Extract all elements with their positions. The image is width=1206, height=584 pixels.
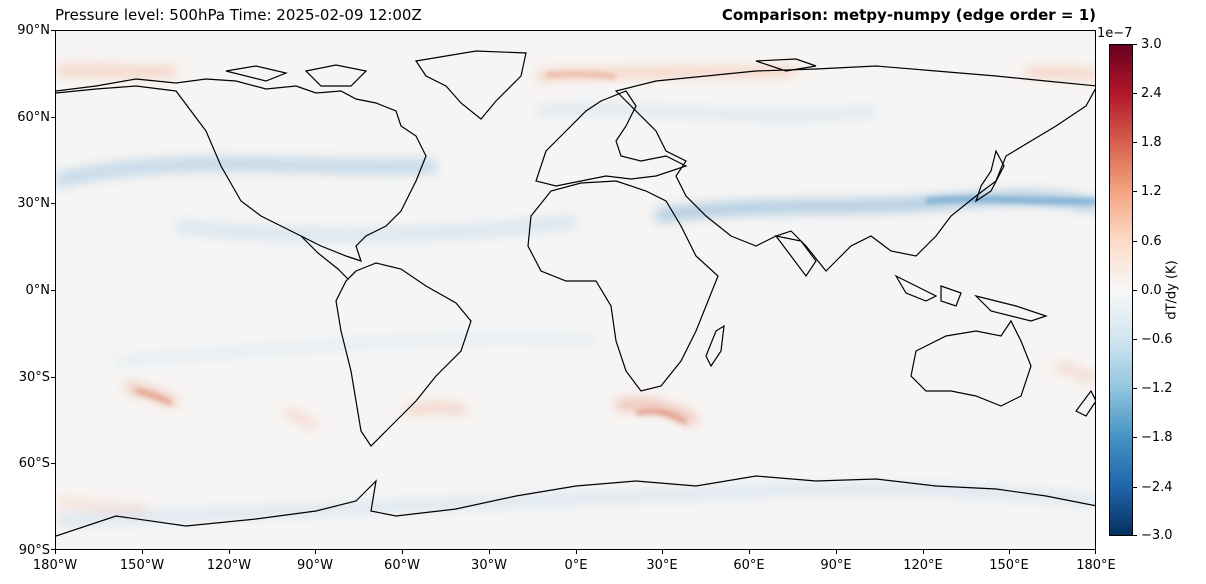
plot-title-right: Comparison: metpy-numpy (edge order = 1) [721, 6, 1096, 24]
colorbar-tick-label: 3.0 [1141, 37, 1162, 52]
lon-tick [923, 550, 924, 554]
lon-label-90w: 90°W [297, 558, 333, 573]
colorbar [1109, 44, 1133, 536]
lon-tick [662, 550, 663, 554]
lon-tick [142, 550, 143, 554]
colorbar-tick [1133, 388, 1137, 389]
colorbar-tick-label: −1.8 [1141, 430, 1173, 445]
lon-tick [1009, 550, 1010, 554]
colorbar-tick-label: 1.2 [1141, 184, 1162, 199]
lon-label-150w: 150°W [119, 558, 165, 573]
map-panel[interactable] [55, 30, 1096, 550]
colorbar-tick-label: 0.0 [1141, 283, 1162, 298]
lon-label-90e: 90°E [820, 558, 852, 573]
colorbar-tick [1133, 93, 1137, 94]
colorbar-tick [1133, 437, 1137, 438]
coastlines [56, 50, 1095, 537]
lon-label-60e: 60°E [733, 558, 765, 573]
lon-tick [1095, 550, 1096, 554]
lat-label-90n: 90°N [17, 23, 50, 38]
lon-tick [836, 550, 837, 554]
lon-label-0: 0°E [564, 558, 588, 573]
lon-label-120w: 120°W [206, 558, 252, 573]
lat-label-30s: 30°S [18, 370, 50, 385]
lat-label-60s: 60°S [18, 456, 50, 471]
lon-label-60w: 60°W [384, 558, 420, 573]
lon-label-30e: 30°E [646, 558, 678, 573]
colorbar-tick [1133, 487, 1137, 488]
colorbar-tick [1133, 339, 1137, 340]
lon-tick [576, 550, 577, 554]
colorbar-tick [1133, 290, 1137, 291]
lat-tick [51, 117, 55, 118]
colorbar-tick-label: −0.6 [1141, 332, 1173, 347]
lon-label-150e: 150°E [989, 558, 1029, 573]
colorbar-tick [1133, 535, 1137, 536]
lon-tick [402, 550, 403, 554]
lon-tick [749, 550, 750, 554]
lat-tick [51, 290, 55, 291]
lat-label-0: 0°N [25, 283, 51, 298]
lon-tick [55, 550, 56, 554]
lon-label-180e: 180°E [1076, 558, 1116, 573]
lon-tick [229, 550, 230, 554]
colorbar-tick-label: 1.8 [1141, 135, 1162, 150]
colorbar-tick [1133, 241, 1137, 242]
lon-label-120e: 120°E [903, 558, 943, 573]
colorbar-tick-label: −3.0 [1141, 528, 1173, 543]
lat-label-90s: 90°S [18, 543, 50, 558]
colorbar-tick-label: −1.2 [1141, 381, 1173, 396]
lat-tick [51, 549, 55, 550]
colorbar-tick [1133, 44, 1137, 45]
lat-tick [51, 377, 55, 378]
lat-label-60n: 60°N [17, 110, 50, 125]
colorbar-tick [1133, 142, 1137, 143]
lat-tick [51, 203, 55, 204]
lat-label-30n: 30°N [17, 196, 50, 211]
colorbar-tick [1133, 191, 1137, 192]
plot-title-left: Pressure level: 500hPa Time: 2025-02-09 … [55, 6, 422, 24]
temperature-gradient-field [56, 31, 1095, 549]
colorbar-tick-label: 2.4 [1141, 86, 1162, 101]
lon-label-180w: 180°W [32, 558, 78, 573]
lon-tick [489, 550, 490, 554]
colorbar-tick-label: −2.4 [1141, 480, 1173, 495]
lat-tick [51, 30, 55, 31]
colorbar-exponent: 1e−7 [1097, 26, 1133, 41]
colorbar-tick-label: 0.6 [1141, 234, 1162, 249]
lon-label-30w: 30°W [471, 558, 507, 573]
lat-tick [51, 463, 55, 464]
lon-tick [315, 550, 316, 554]
colorbar-title: dT/dy (K) [1164, 260, 1180, 320]
